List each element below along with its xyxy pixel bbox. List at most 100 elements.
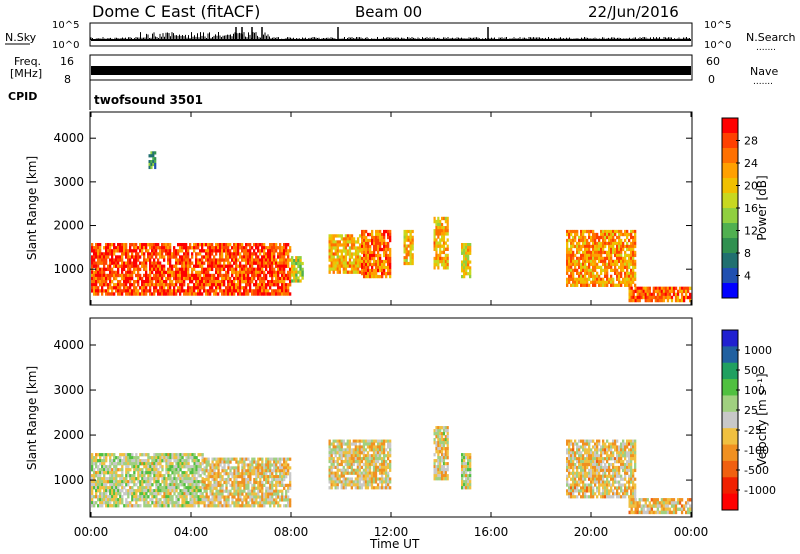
echo-cell [201,279,204,284]
echo-cell [580,283,583,287]
echo-cell [407,235,410,239]
echo-cell [604,256,607,261]
echo-cell [117,283,120,287]
echo-cell [372,471,376,475]
echo-cell [107,471,110,475]
echo-cell [465,260,468,264]
echo-cell [109,468,112,472]
echo-cell [330,454,333,458]
echo-cell [235,480,238,485]
echo-cell [576,280,579,284]
echo-cell [638,298,641,303]
echo-cell [660,298,664,303]
echo-cell [636,292,639,297]
echo-cell [179,279,182,284]
echo-cell [433,238,436,242]
echo-cell [221,283,224,287]
echo-cell [364,477,368,481]
echo-cell [249,466,252,470]
echo-cell [151,261,154,265]
echo-cell [93,459,96,463]
echo-cell [330,234,333,238]
echo-cell [287,483,290,488]
echo-cell [155,465,158,469]
echo-cell [380,457,384,461]
echo-cell [227,242,230,247]
echo-cell [149,468,152,472]
echo-cell [217,463,220,467]
echo-cell [175,486,178,490]
echo-cell [93,264,96,268]
echo-cell [103,489,106,493]
echo-cell [594,244,597,249]
echo-cell [686,295,690,300]
echo-cell [103,273,106,278]
echo-cell [143,258,146,262]
echo-cell [604,274,607,278]
echo-cell [177,270,180,275]
echo-cell [233,267,236,272]
echo-cell [219,246,222,250]
echo-cell [368,468,372,472]
echo-cell [147,462,150,466]
echo-cell [279,267,282,272]
echo-cell [147,459,150,463]
echo-cell [253,273,256,278]
echo-cell [263,261,266,265]
echo-cell [149,471,152,475]
echo-cell [446,253,449,258]
echo-cell [328,243,331,247]
echo-cell [409,259,412,263]
echo-cell [409,232,412,237]
echo-cell [235,261,238,265]
echo-cell [622,280,625,284]
echo-cell [678,289,682,294]
echo-cell [572,280,575,284]
echo-cell [376,459,380,464]
echo-cell [574,235,577,240]
echo-cell [253,489,256,493]
echo-cell [465,248,468,253]
echo-cell [261,264,264,268]
echo-cell [279,279,282,284]
echo-cell [139,483,142,487]
echo-cell [612,247,615,252]
echo-cell [261,469,264,473]
echo-cell [273,469,276,473]
echo-cell [444,226,447,230]
echo-cell [596,274,599,278]
echo-cell [342,270,346,274]
echo-cell [115,289,118,293]
echo-cell [103,289,106,293]
echo-cell [221,279,224,284]
echo-cell [151,468,154,472]
echo-cell [205,249,208,253]
echo-cell [161,456,164,460]
echo-cell [121,459,124,463]
echo-cell [403,241,406,245]
echo-cell [233,279,236,284]
echo-cell [97,495,100,499]
echo-cell [91,501,94,505]
echo-cell [139,468,142,472]
echo-cell [433,247,436,252]
echo-cell [363,271,366,276]
echo-cell [370,457,374,461]
echo-cell [568,256,571,261]
echo-cell [592,259,595,264]
echo-cell [648,298,651,303]
nave-dotted: ....... [753,77,773,87]
echo-cell [636,289,639,294]
echo-cell [177,477,180,481]
echo-cell [225,489,228,493]
echo-cell [578,259,581,264]
echo-cell [159,504,162,508]
echo-cell [580,235,583,240]
echo-cell [433,219,436,224]
echo-cell [233,486,236,490]
echo-cell [389,247,392,252]
echo-cell [213,292,216,296]
echo-cell [634,286,637,291]
echo-cell [107,453,110,457]
